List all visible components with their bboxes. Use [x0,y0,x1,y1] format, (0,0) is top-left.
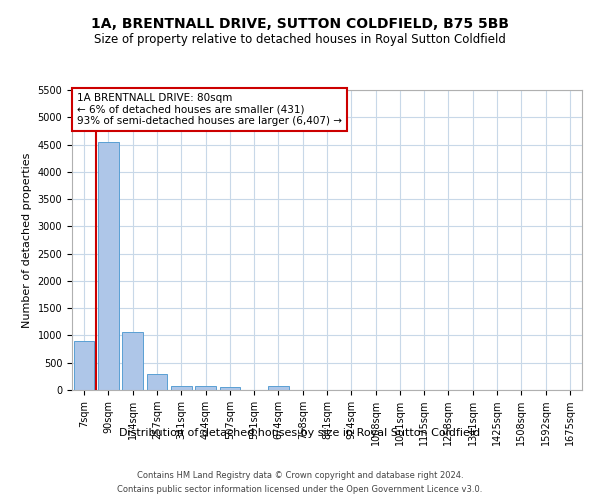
Text: 1A BRENTNALL DRIVE: 80sqm
← 6% of detached houses are smaller (431)
93% of semi-: 1A BRENTNALL DRIVE: 80sqm ← 6% of detach… [77,93,342,126]
Bar [268,386,289,390]
Text: Contains public sector information licensed under the Open Government Licence v3: Contains public sector information licen… [118,484,482,494]
Bar [74,341,94,390]
Bar [98,142,119,390]
Bar [146,374,167,390]
Bar [171,386,191,390]
Bar [220,388,240,390]
Y-axis label: Number of detached properties: Number of detached properties [22,152,32,328]
Bar [122,332,143,390]
Text: Distribution of detached houses by size in Royal Sutton Coldfield: Distribution of detached houses by size … [119,428,481,438]
Text: Contains HM Land Registry data © Crown copyright and database right 2024.: Contains HM Land Registry data © Crown c… [137,472,463,480]
Text: Size of property relative to detached houses in Royal Sutton Coldfield: Size of property relative to detached ho… [94,32,506,46]
Text: 1A, BRENTNALL DRIVE, SUTTON COLDFIELD, B75 5BB: 1A, BRENTNALL DRIVE, SUTTON COLDFIELD, B… [91,18,509,32]
Bar [195,386,216,390]
